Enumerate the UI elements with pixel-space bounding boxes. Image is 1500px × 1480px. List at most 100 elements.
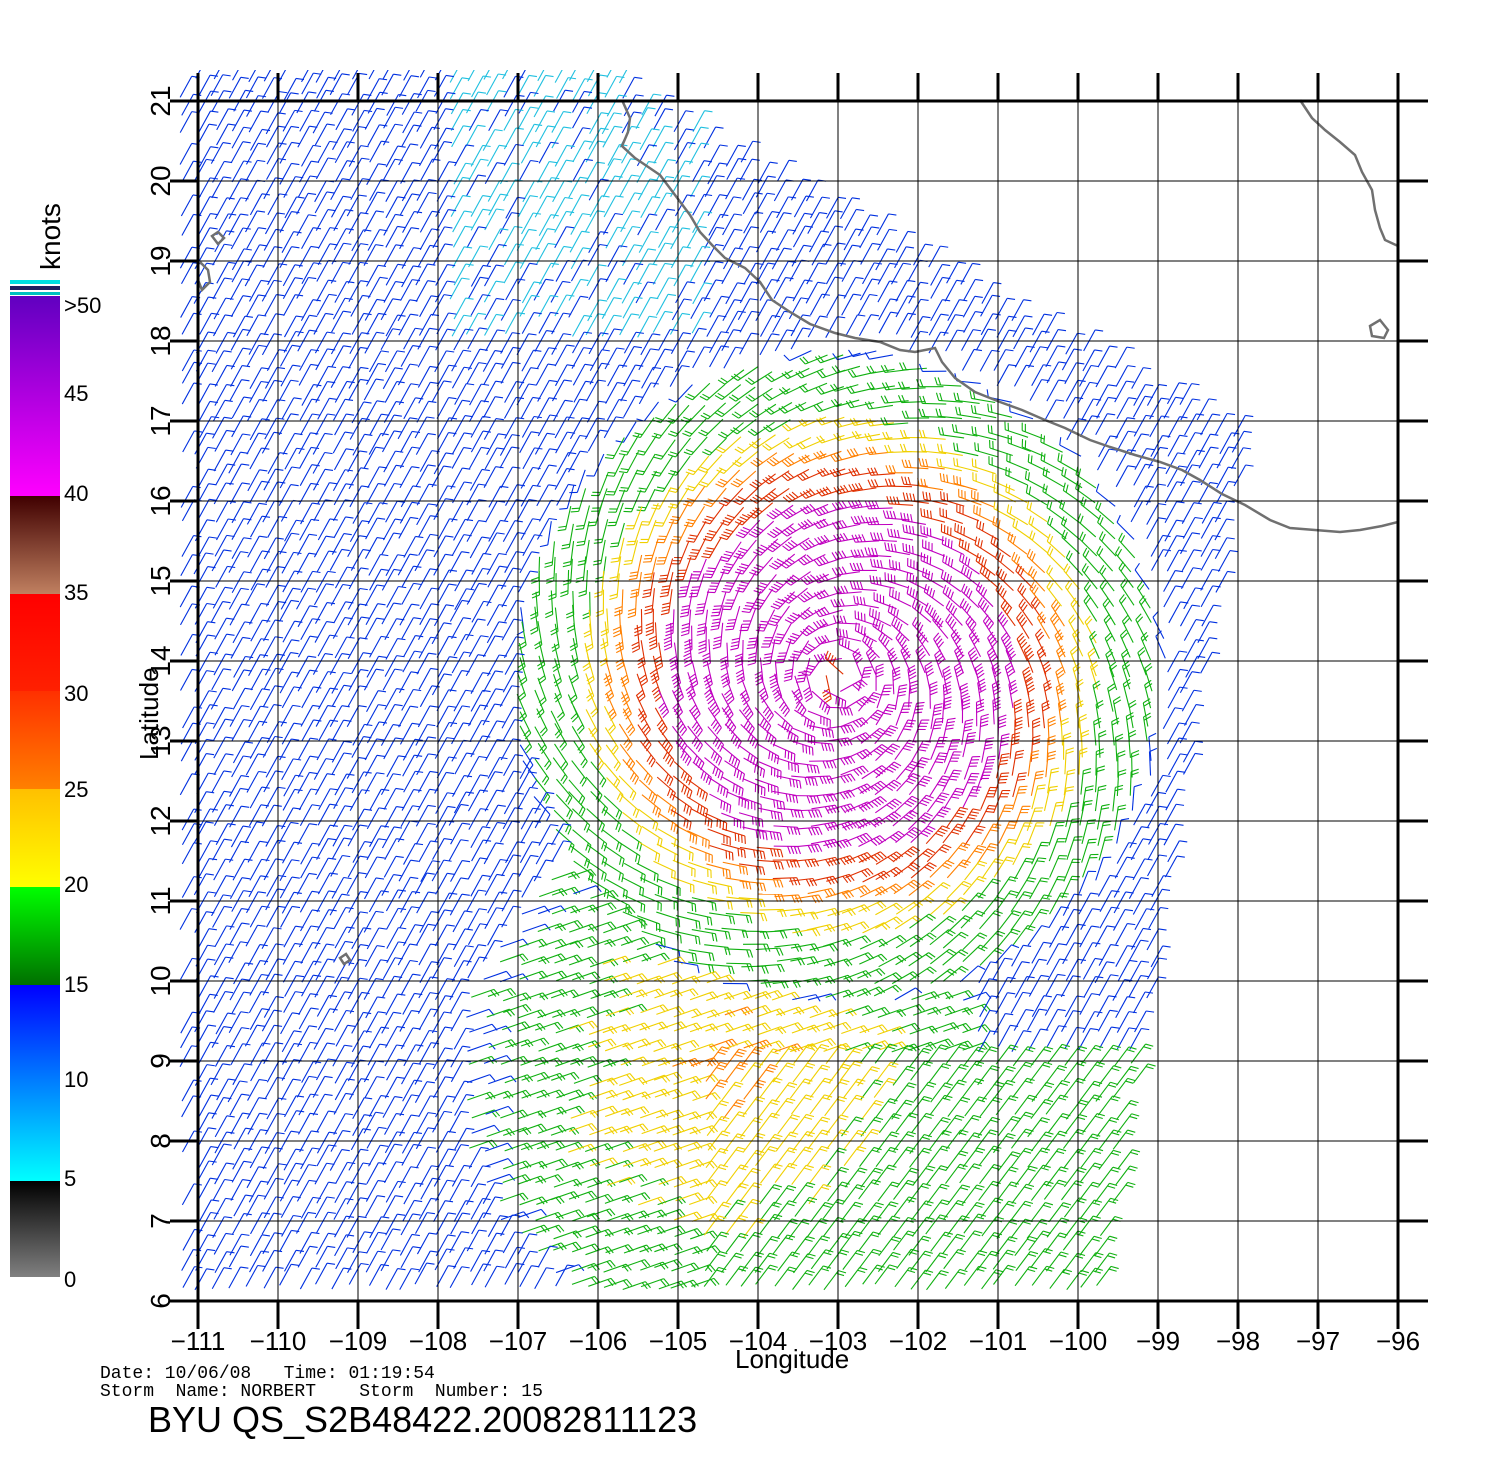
wind-barb [228, 1266, 249, 1289]
wind-barb [926, 844, 952, 863]
wind-barb [520, 141, 541, 164]
wind-barb [451, 1164, 472, 1187]
wind-barb [1129, 1027, 1150, 1050]
wind-barb [436, 179, 457, 202]
wind-barb [675, 142, 696, 164]
wind-barb [896, 1003, 925, 1013]
wind-barb [717, 369, 745, 385]
lat-tick-label: 8 [145, 1133, 176, 1149]
wind-barb [723, 346, 744, 369]
wind-barb [1048, 838, 1066, 862]
wind-barb [248, 602, 270, 625]
wind-barb [299, 518, 320, 541]
wind-barb [776, 260, 797, 283]
wind-barb [386, 907, 407, 930]
wind-barb [912, 1165, 936, 1186]
wind-barb [331, 345, 352, 368]
wind-barb [505, 532, 526, 554]
wind-barb [314, 1162, 335, 1185]
wind-barb [686, 521, 707, 543]
wind-barb [248, 333, 269, 355]
wind-barb [791, 1094, 814, 1115]
wind-barb [774, 296, 795, 319]
wind-barb [414, 1212, 436, 1234]
wind-barb [435, 805, 456, 828]
wind-barb [468, 808, 489, 830]
wind-barb [692, 971, 721, 980]
wind-barb [826, 196, 847, 219]
wind-barb [487, 144, 508, 167]
wind-barb [1082, 547, 1100, 574]
legend-label: 20 [64, 872, 88, 897]
wind-barb [619, 174, 640, 197]
wind-barb [866, 381, 895, 391]
wind-barb [449, 277, 470, 300]
wind-barb [885, 465, 913, 474]
wind-barb [774, 329, 795, 352]
legend-cap-navy [10, 286, 60, 290]
wind-barb [634, 453, 656, 476]
wind-barb [805, 281, 826, 304]
wind-barb [348, 1148, 369, 1171]
wind-barb [400, 1213, 421, 1236]
wind-barb [739, 332, 760, 355]
wind-barb [1061, 348, 1082, 371]
wind-barb [809, 230, 830, 253]
wind-barb [909, 913, 936, 929]
wind-barb [431, 957, 452, 980]
wind-barb [900, 512, 926, 525]
wind-barb [555, 1264, 576, 1287]
wind-barb [329, 1148, 350, 1171]
wind-barb [653, 365, 674, 388]
wind-barb [368, 433, 389, 455]
legend-band-15-20 [10, 887, 60, 985]
wind-barb [796, 470, 825, 482]
wind-barb [1078, 1027, 1099, 1050]
wind-barb [385, 145, 406, 168]
wind-barb [385, 554, 406, 577]
wind-barb [449, 670, 470, 692]
wind-barb [416, 179, 437, 201]
wind-barb [709, 331, 730, 354]
wind-barb [369, 179, 390, 201]
wind-barb [417, 1029, 438, 1052]
wind-barb [589, 362, 610, 385]
wind-barb [981, 930, 1006, 950]
wind-barb [757, 1112, 780, 1133]
wind-barb [1044, 1065, 1068, 1086]
legend-label: 15 [64, 972, 88, 997]
wind-barb [363, 378, 384, 401]
wind-barb [1061, 529, 1080, 555]
wind-barb [996, 876, 1019, 897]
wind-barb [283, 991, 304, 1013]
wind-barb [671, 541, 690, 565]
wind-barb [570, 1055, 599, 1065]
wind-barb [890, 262, 912, 285]
wind-barb [333, 906, 354, 929]
wind-barb [246, 227, 267, 250]
wind-barb [317, 140, 338, 163]
wind-barb [830, 398, 860, 408]
wind-barb [839, 197, 861, 220]
wind-barb [521, 1224, 550, 1234]
wind-barb [823, 1270, 847, 1291]
lon-tick-label: −100 [1049, 1326, 1108, 1356]
wind-barb [196, 296, 217, 319]
wind-barb [1094, 961, 1115, 984]
wind-barb [329, 705, 350, 728]
wind-barb [266, 158, 287, 180]
wind-barb [263, 313, 284, 336]
wind-barb [486, 621, 507, 644]
wind-barb [653, 860, 676, 880]
wind-barb [521, 349, 542, 372]
wind-barb [893, 1196, 917, 1217]
wind-barb [810, 838, 840, 849]
wind-barb [231, 396, 252, 419]
wind-barb [568, 278, 589, 301]
wind-barb [1044, 311, 1065, 334]
wind-barb [568, 1143, 597, 1153]
wind-barb [704, 175, 725, 197]
wind-barb [211, 1267, 232, 1289]
wind-barb [721, 570, 742, 593]
wind-barb [433, 108, 454, 131]
